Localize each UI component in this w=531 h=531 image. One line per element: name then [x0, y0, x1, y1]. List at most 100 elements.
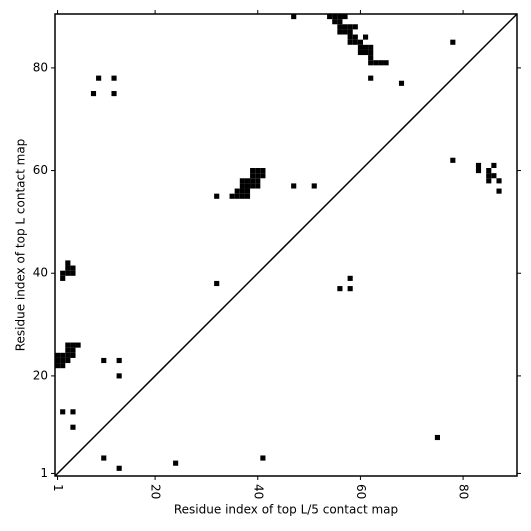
contact-cell	[60, 357, 66, 364]
y-tick-label: 80	[33, 60, 48, 74]
contact-cell	[239, 188, 245, 194]
contact-cell	[70, 424, 76, 430]
contact-cell	[70, 270, 76, 276]
contact-cell	[347, 39, 353, 45]
contact-cell	[496, 188, 502, 194]
contact-cell	[70, 342, 76, 348]
contact-cell	[101, 455, 107, 461]
x-tick-label: 20	[149, 484, 163, 499]
contact-cell	[357, 44, 363, 50]
contact-cell	[239, 183, 245, 189]
contact-cell	[239, 178, 245, 184]
contact-cell	[116, 465, 122, 471]
contact-cell	[214, 193, 220, 199]
contact-cell	[368, 44, 374, 50]
contact-cell	[337, 29, 343, 35]
contact-cell	[378, 60, 384, 66]
contact-cell	[173, 460, 179, 466]
contact-cell	[398, 80, 405, 86]
y-tick-label: 1	[40, 466, 48, 480]
contact-cell	[101, 357, 107, 364]
contact-cell	[55, 357, 61, 364]
contact-cell	[475, 162, 482, 168]
contact-cell	[352, 39, 358, 45]
contact-cell	[65, 342, 71, 348]
contact-cell	[75, 342, 81, 348]
contact-cell	[475, 168, 482, 174]
contact-cell	[291, 14, 297, 20]
x-tick-label: 40	[251, 484, 265, 499]
contact-cell	[383, 60, 389, 66]
contact-cell	[60, 270, 66, 276]
contact-cell	[373, 60, 379, 66]
contact-cell	[239, 193, 245, 199]
contact-cell	[229, 193, 235, 199]
contact-cell	[347, 29, 353, 35]
contact-cell	[363, 34, 369, 40]
contact-cell	[486, 178, 492, 184]
contact-cell	[255, 183, 261, 189]
contact-cell	[260, 173, 266, 179]
contact-cell	[65, 260, 71, 266]
diagonal	[54, 13, 518, 477]
contact-cell	[363, 49, 369, 56]
x-axis-label: Residue index of top L/5 contact map	[174, 503, 398, 517]
contact-cell	[368, 75, 374, 81]
contact-cell	[255, 168, 261, 174]
contact-cell	[250, 183, 256, 189]
contact-cell	[244, 183, 251, 189]
contact-cell	[347, 34, 353, 40]
contact-cell	[311, 183, 317, 189]
contact-cell	[342, 14, 348, 20]
contact-cell	[260, 455, 266, 461]
contact-cell	[214, 280, 220, 287]
contact-cell	[96, 75, 102, 81]
contact-cell	[368, 49, 374, 56]
contact-cell	[70, 265, 76, 271]
contact-cell	[244, 193, 251, 199]
contact-cell	[347, 24, 353, 30]
contact-cell	[65, 357, 71, 364]
contact-cell	[55, 363, 61, 369]
contact-cell	[90, 91, 97, 97]
contact-cell	[491, 162, 497, 168]
contact-cell	[347, 286, 353, 292]
contact-cell	[496, 178, 502, 184]
y-tick-label: 40	[33, 266, 48, 280]
contact-cell	[55, 352, 61, 358]
contact-cell	[116, 357, 122, 364]
contact-cell	[337, 24, 343, 30]
contact-cell	[65, 270, 71, 276]
contact-cell	[291, 183, 297, 189]
contact-cell	[111, 91, 117, 97]
x-tick-label: 80	[457, 484, 471, 499]
contact-cell	[332, 19, 338, 25]
contact-cell	[352, 34, 358, 40]
contact-cell	[357, 49, 363, 56]
contact-cell	[260, 168, 266, 174]
contact-cell	[342, 29, 348, 35]
contact-cell	[450, 157, 456, 163]
contact-cell	[337, 286, 343, 292]
contact-cell	[60, 275, 66, 281]
y-tick-label: 20	[33, 368, 48, 382]
contact-cell	[327, 14, 333, 20]
x-tick-label: 60	[354, 484, 368, 499]
contact-cell	[60, 409, 66, 415]
contact-cell	[363, 44, 369, 50]
contact-cell	[244, 188, 251, 194]
contact-cell	[250, 173, 256, 179]
contact-cell	[116, 373, 122, 379]
contact-cell	[70, 409, 76, 415]
contact-cell	[65, 352, 71, 358]
contact-cell	[352, 24, 358, 30]
y-tick-label: 60	[33, 163, 48, 177]
contact-cell	[337, 14, 343, 20]
contact-cell	[337, 19, 343, 25]
contact-cell	[342, 24, 348, 30]
contact-cell	[332, 14, 338, 20]
contact-cell	[234, 193, 240, 199]
plot-frame	[54, 13, 518, 477]
contact-cell	[255, 173, 261, 179]
contact-cell	[347, 275, 353, 281]
